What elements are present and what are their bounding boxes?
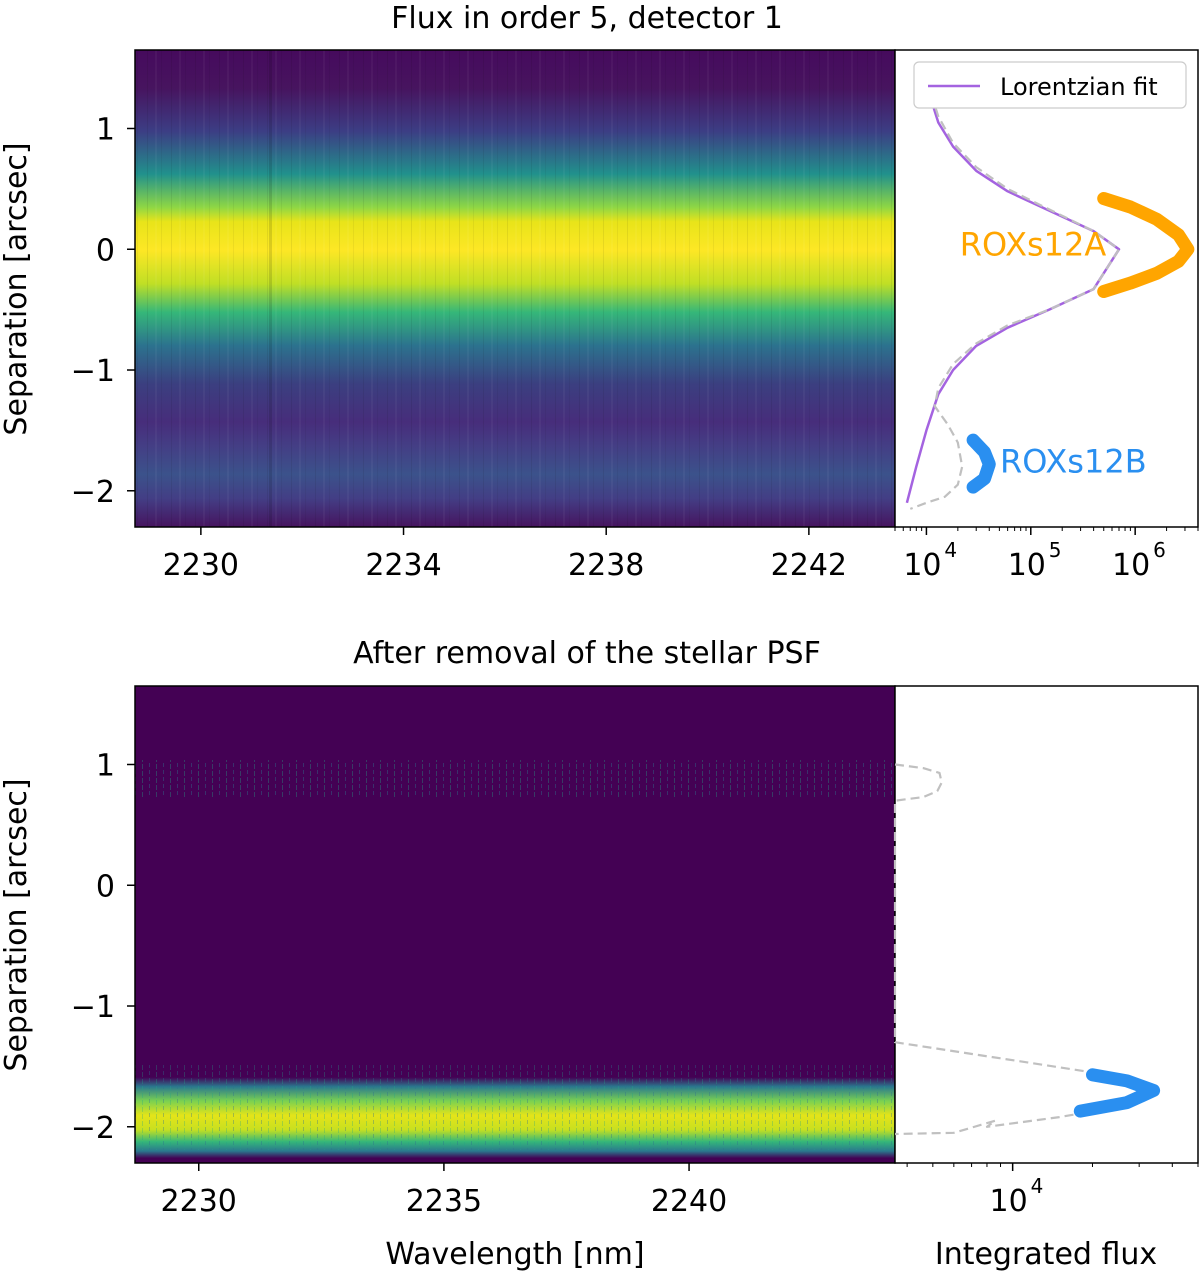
bottom-heatmap-y-ticks: 1 0 −1 −2	[71, 748, 135, 1146]
y-tick-label: −2	[71, 1111, 115, 1146]
y-tick-label: 1	[96, 748, 115, 783]
bottom-heatmap-x-ticks: 2230 2235 2240	[161, 1163, 727, 1219]
bottom-heatmap-noise-band	[135, 1065, 895, 1150]
top-heatmap: Flux in order 5, detector 1 Separation […	[0, 1, 896, 583]
bottom-heatmap: After removal of the stellar PSF Separat…	[0, 636, 896, 1272]
legend-box	[913, 61, 1187, 109]
legend-label: Lorentzian fit	[1000, 73, 1158, 101]
x-tick-label: 2238	[568, 548, 644, 583]
y-tick-label: −1	[71, 990, 115, 1025]
component-highlight	[1097, 192, 1195, 298]
x-tick-label: 2230	[161, 1184, 237, 1219]
top-profile-x-ticks: 10 4 10 5 10 6	[894, 527, 1199, 583]
lorentzian-fit-line	[905, 68, 1121, 504]
x-tick-label: 2234	[365, 548, 441, 583]
integrated-flux-line	[909, 67, 1121, 510]
x-tick-label: 2230	[163, 548, 239, 583]
x-tick-label: 2235	[406, 1184, 482, 1219]
bottom-heatmap-noise-top	[135, 760, 895, 798]
top-heatmap-column-dark	[269, 50, 272, 527]
x-tick-label: 10	[1008, 548, 1046, 583]
y-tick-label: 1	[96, 112, 115, 147]
bottom-profile: 10 4 Integrated flux	[893, 685, 1199, 1272]
y-tick-label: 0	[96, 869, 115, 904]
y-tick-label: 0	[96, 233, 115, 268]
top-heatmap-y-ticks: 1 0 −1 −2	[71, 112, 135, 510]
legend: Lorentzian fit	[913, 61, 1187, 109]
top-heatmap-x-ticks: 2230 2234 2238 2242	[163, 527, 847, 583]
x-tick-exponent: 6	[1153, 538, 1166, 562]
x-tick-label: 10	[903, 548, 941, 583]
component-highlight	[966, 433, 996, 494]
component-highlight	[1073, 1068, 1161, 1118]
x-tick-label: 10	[1112, 548, 1150, 583]
top-profile-series: ROXs12A ROXs12B	[905, 67, 1195, 510]
bottom-profile-x-ticks: 10 4	[906, 1163, 1199, 1219]
top-heatmap-ylabel: Separation [arcsec]	[0, 142, 34, 435]
x-tick-exponent: 4	[1031, 1174, 1044, 1198]
bottom-profile-series	[893, 763, 1161, 1136]
bottom-heatmap-title: After removal of the stellar PSF	[353, 636, 821, 671]
roxs12b-label: ROXs12B	[1000, 443, 1147, 481]
bottom-heatmap-ylabel: Separation [arcsec]	[0, 778, 34, 1071]
top-profile-frame	[894, 49, 1199, 528]
bottom-profile-xlabel: Integrated flux	[935, 1237, 1157, 1272]
y-tick-label: −1	[71, 354, 115, 389]
x-tick-exponent: 5	[1049, 538, 1062, 562]
y-tick-label: −2	[71, 475, 115, 510]
roxs12a-label: ROXs12A	[960, 225, 1107, 263]
x-tick-label: 10	[990, 1184, 1028, 1219]
x-tick-label: 2240	[651, 1184, 727, 1219]
top-heatmap-texture	[135, 50, 895, 527]
x-tick-label: 2242	[771, 548, 847, 583]
top-heatmap-title: Flux in order 5, detector 1	[391, 1, 783, 36]
x-tick-exponent: 4	[944, 538, 957, 562]
bottom-heatmap-xlabel: Wavelength [nm]	[385, 1237, 644, 1272]
